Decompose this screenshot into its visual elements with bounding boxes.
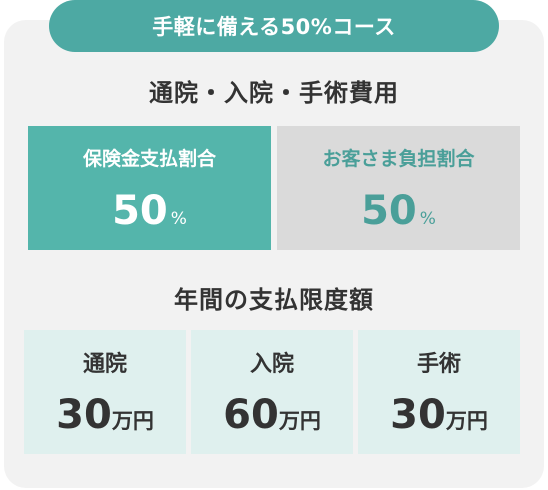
- limit-label-outpatient: 通院: [82, 352, 127, 377]
- limit-amount-surgery: 30万円: [358, 392, 520, 438]
- insurer-ratio-number: 50: [112, 188, 168, 234]
- self-ratio-box: お客さま負担割合 50%: [277, 126, 520, 250]
- limit-amount-inpatient: 60万円: [191, 392, 353, 438]
- insurer-ratio-box: 保険金支払割合 50%: [28, 126, 271, 250]
- limit-label-surgery: 手術: [416, 352, 461, 377]
- limit-section-title: 年間の支払限度額: [174, 286, 374, 314]
- limit-number-inpatient: 60: [223, 392, 279, 438]
- medical-section-title: 通院・入院・手術費用: [149, 79, 399, 107]
- insurer-ratio-label: 保険金支払割合: [82, 148, 216, 170]
- limit-box-surgery: 手術 30万円: [358, 330, 520, 454]
- self-ratio-unit: %: [419, 209, 436, 229]
- limit-amount-outpatient: 30万円: [24, 392, 186, 438]
- limit-number-surgery: 30: [390, 392, 446, 438]
- limit-box-outpatient: 通院 30万円: [24, 330, 186, 454]
- limit-box-inpatient: 入院 60万円: [191, 330, 353, 454]
- limit-unit-inpatient: 万円: [278, 409, 321, 433]
- self-ratio-number: 50: [361, 188, 417, 234]
- limit-label-inpatient: 入院: [249, 352, 294, 377]
- insurer-ratio-value: 50%: [28, 188, 271, 234]
- course-title: 手軽に備える50%コース: [152, 15, 396, 39]
- limit-unit-outpatient: 万円: [111, 409, 154, 433]
- course-title-badge: 手軽に備える50%コース: [49, 0, 499, 52]
- limit-number-outpatient: 30: [56, 392, 112, 438]
- self-ratio-value: 50%: [277, 188, 520, 234]
- insurer-ratio-unit: %: [170, 209, 187, 229]
- limit-unit-surgery: 万円: [445, 409, 488, 433]
- self-ratio-label: お客さま負担割合: [322, 148, 475, 170]
